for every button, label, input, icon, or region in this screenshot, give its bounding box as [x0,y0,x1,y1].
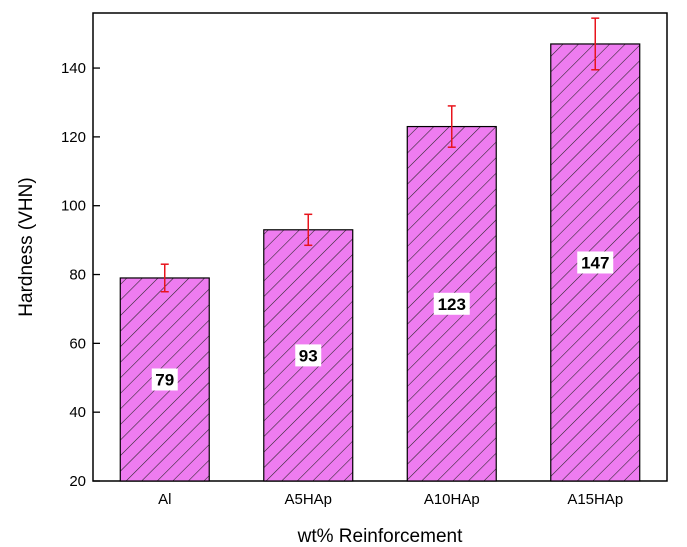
data-label: 147 [581,253,609,272]
data-label: 123 [438,295,466,314]
x-tick-label: A5HAp [284,491,332,508]
y-tick-label: 100 [61,198,86,215]
y-tick-label: 20 [69,473,86,490]
x-tick-label: Al [158,491,171,508]
x-tick-label: A10HAp [424,491,480,508]
data-label-box [295,344,322,367]
x-axis-title: wt% Reinforcement [297,526,463,547]
y-axis: 20 40 60 80 100 120 140 [61,60,100,490]
data-label: 79 [155,370,174,389]
y-tick-label: 60 [69,335,86,352]
plot-frame [92,12,668,482]
data-label-box [151,368,178,391]
x-tick-label: A15HAp [567,491,623,508]
y-tick-label: 40 [69,404,86,421]
data-label-box [577,251,614,274]
data-label: 93 [299,346,318,365]
y-tick-label: 120 [61,129,86,146]
error-bars [160,17,600,293]
y-tick-label: 80 [69,267,86,284]
data-labels: 79 93 123 147 [151,251,614,391]
y-tick-label: 140 [61,60,86,77]
x-axis: Al A5HAp A10HAp A15HAp [158,475,623,508]
bars [119,43,641,482]
y-axis-title: Hardness (VHN) [16,177,37,316]
data-label-box [433,292,470,315]
